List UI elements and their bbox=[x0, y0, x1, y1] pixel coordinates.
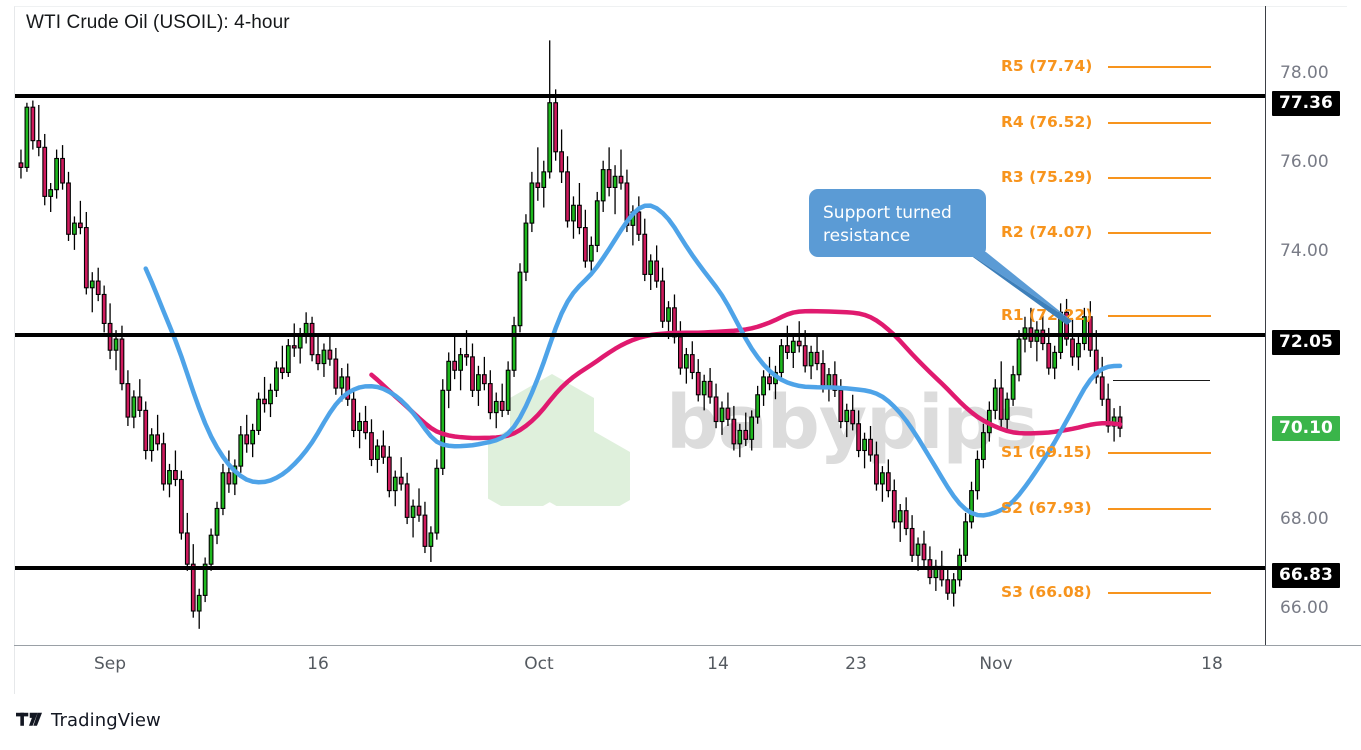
pivot-line-r5 bbox=[1108, 66, 1211, 68]
pivot-line-r2 bbox=[1108, 232, 1211, 234]
pivot-label-r1: R1 (72.22) bbox=[1001, 306, 1093, 324]
pivot-row-s3[interactable]: S3 (66.08) bbox=[1001, 581, 1261, 603]
pivot-row-r1[interactable]: R1 (72.22) bbox=[1001, 304, 1261, 326]
price-tick-76-00: 76.00 bbox=[1280, 152, 1329, 172]
price-tick-78-00: 78.00 bbox=[1280, 63, 1329, 83]
price-tick-68-00: 68.00 bbox=[1280, 509, 1329, 529]
key-level-resistance-77-36[interactable] bbox=[15, 94, 1265, 98]
key-level-resistance-72-05[interactable] bbox=[15, 333, 1265, 337]
current-price-badge[interactable]: 70.10 bbox=[1272, 416, 1340, 441]
time-tick-23: 23 bbox=[845, 654, 867, 674]
time-tick-nov: Nov bbox=[979, 654, 1013, 674]
price-tick-74-00: 74.00 bbox=[1280, 241, 1329, 261]
pivot-label-r4: R4 (76.52) bbox=[1001, 113, 1093, 131]
annotation-callout[interactable]: Support turned resistance bbox=[809, 189, 1072, 325]
pivot-line-s2 bbox=[1108, 508, 1211, 510]
pivot-row-s1[interactable]: S1 (69.15) bbox=[1001, 441, 1261, 463]
last-price-marker bbox=[1113, 380, 1210, 381]
candlestick-series bbox=[18, 40, 1123, 629]
pivot-label-s2: S2 (67.93) bbox=[1001, 499, 1092, 517]
moving-average-slow-line bbox=[369, 308, 1123, 441]
plot-area bbox=[15, 7, 1265, 645]
tradingview-label: TradingView bbox=[51, 709, 161, 731]
pivot-label-r2: R2 (74.07) bbox=[1001, 223, 1093, 241]
time-tick-14: 14 bbox=[707, 654, 729, 674]
time-tick-sep: Sep bbox=[93, 654, 127, 674]
tradingview-attribution: TradingView bbox=[16, 707, 161, 733]
callout-line-2: resistance bbox=[823, 226, 911, 246]
callout-bubble bbox=[809, 189, 986, 257]
price-tick-66-00: 66.00 bbox=[1280, 598, 1329, 618]
time-tick-18: 18 bbox=[1201, 654, 1223, 674]
callout-text: Support turned resistance bbox=[823, 202, 978, 248]
time-tick-oct: Oct bbox=[524, 654, 554, 674]
key-level-support-66-83[interactable] bbox=[15, 566, 1265, 570]
pivot-row-s2[interactable]: S2 (67.93) bbox=[1001, 497, 1261, 519]
pivot-row-r4[interactable]: R4 (76.52) bbox=[1001, 111, 1261, 133]
pivot-label-r3: R3 (75.29) bbox=[1001, 168, 1093, 186]
tradingview-logo-icon bbox=[16, 712, 42, 726]
page-title: WTI Crude Oil (USOIL): 4-hour bbox=[26, 12, 290, 33]
price-level-badge-72-05[interactable]: 72.05 bbox=[1272, 330, 1340, 355]
moving-average-fast-line bbox=[143, 203, 1123, 518]
pivot-line-r1 bbox=[1108, 315, 1211, 317]
time-axis[interactable]: Sep 16 Oct 14 23 Nov 18 bbox=[0, 648, 1265, 682]
pivot-line-s1 bbox=[1108, 452, 1211, 454]
pivot-row-r3[interactable]: R3 (75.29) bbox=[1001, 166, 1261, 188]
price-level-badge-66-83[interactable]: 66.83 bbox=[1272, 563, 1340, 588]
pivot-row-r5[interactable]: R5 (77.74) bbox=[1001, 55, 1261, 77]
price-series bbox=[18, 40, 1123, 629]
price-axis[interactable]: 78.00 76.00 74.00 68.00 66.00 77.36 72.05 70.10… bbox=[1266, 7, 1361, 645]
pivot-row-r2[interactable]: R2 (74.07) bbox=[1001, 221, 1261, 243]
price-level-badge-77-36[interactable]: 77.36 bbox=[1272, 91, 1340, 116]
pivot-label-r5: R5 (77.74) bbox=[1001, 57, 1093, 75]
pivot-line-r4 bbox=[1108, 122, 1211, 124]
time-axis-separator bbox=[14, 645, 1361, 646]
pivot-label-s3: S3 (66.08) bbox=[1001, 583, 1092, 601]
pivot-line-s3 bbox=[1108, 592, 1211, 594]
callout-line-1: Support turned bbox=[823, 203, 952, 223]
pane-divider bbox=[1265, 6, 1266, 646]
pivot-label-s1: S1 (69.15) bbox=[1001, 443, 1092, 461]
pivot-line-r3 bbox=[1108, 177, 1211, 179]
time-tick-16: 16 bbox=[307, 654, 329, 674]
